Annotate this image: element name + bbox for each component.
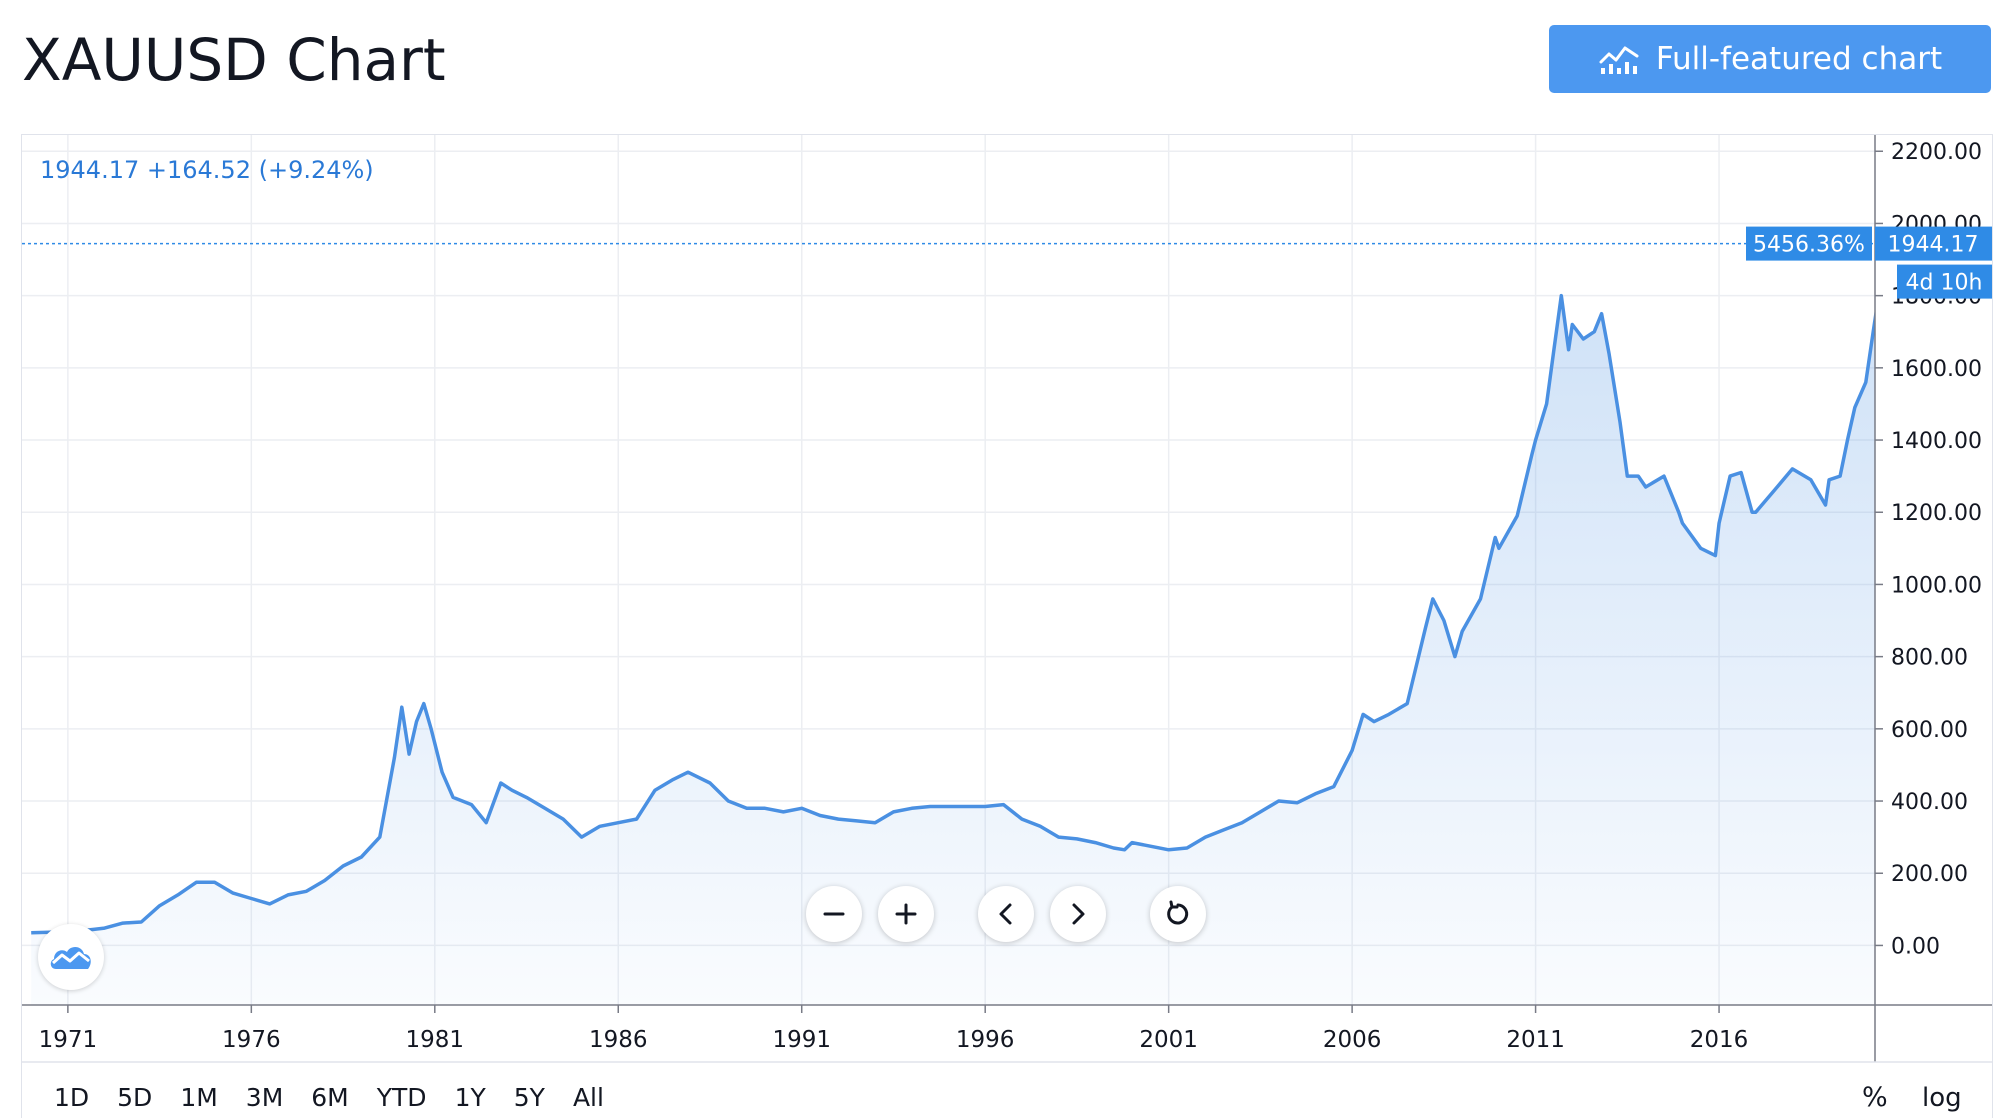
scroll-right-button[interactable] — [1050, 886, 1106, 942]
x-tick-label: 2001 — [1139, 1027, 1198, 1053]
range-5y-button[interactable]: 5Y — [513, 1083, 545, 1112]
scroll-left-button[interactable] — [978, 886, 1034, 942]
y-tick-label: 1600.00 — [1891, 357, 1982, 382]
minus-icon — [823, 912, 845, 916]
last-price-label: 1944.17 — [1875, 226, 1992, 261]
range-1m-button[interactable]: 1M — [180, 1083, 218, 1112]
percent-scale-button[interactable]: % — [1862, 1082, 1888, 1113]
plus-icon — [895, 903, 917, 925]
range-ytd-button[interactable]: YTD — [376, 1083, 427, 1112]
x-tick-label: 1996 — [956, 1027, 1015, 1053]
x-tick-label: 1981 — [406, 1027, 465, 1053]
last-price-label-text: 1944.17 — [1888, 233, 1979, 258]
chart-legend: 1944.17 +164.52 (+9.24%) — [40, 156, 374, 184]
price-area — [31, 295, 1875, 1005]
chart-frame — [21, 134, 1993, 1118]
time-range-selector: 1D 5D 1M 3M 6M YTD 1Y 5Y All — [40, 1080, 618, 1116]
price-axis-ticks: 0.00 200.00 400.00 600.00 800.00 1000.00 1200.… — [1875, 140, 1982, 959]
y-tick-label: 400.00 — [1891, 790, 1968, 815]
chart-line-icon — [1599, 46, 1639, 74]
range-3m-button[interactable]: 3M — [245, 1083, 284, 1112]
zoom-out-button[interactable] — [806, 886, 862, 942]
range-all-button[interactable]: All — [572, 1083, 604, 1112]
y-tick-label: 1000.00 — [1891, 573, 1982, 598]
x-tick-label: 1971 — [39, 1027, 98, 1053]
chevron-right-icon — [1072, 903, 1085, 925]
y-tick-label: 2200.00 — [1891, 140, 1982, 165]
x-tick-label: 1986 — [589, 1027, 648, 1053]
time-axis-ticks: 1971 1976 1981 1986 1991 1996 2001 2006 2011 2016 — [39, 1005, 1749, 1053]
y-tick-label: 600.00 — [1891, 718, 1968, 743]
cloud-chart-icon — [50, 946, 91, 969]
x-tick-label: 1976 — [222, 1027, 281, 1053]
x-tick-label: 2006 — [1323, 1027, 1382, 1053]
log-scale-button[interactable]: log — [1922, 1083, 1962, 1113]
chevron-left-icon — [999, 903, 1012, 925]
range-5d-button[interactable]: 5D — [117, 1083, 153, 1112]
percent-label: 5456.36% — [1746, 226, 1872, 261]
x-tick-label: 2016 — [1690, 1027, 1749, 1053]
y-tick-label: 0.00 — [1891, 934, 1940, 959]
tradingview-logo-button[interactable] — [38, 924, 104, 990]
percent-label-text: 5456.36% — [1753, 233, 1865, 258]
page-title: XAUUSD Chart — [22, 26, 446, 94]
full-featured-chart-button[interactable]: Full-featured chart — [1549, 25, 1991, 93]
range-1y-button[interactable]: 1Y — [454, 1083, 486, 1112]
price-line — [31, 293, 1875, 935]
y-tick-label: 1400.00 — [1891, 429, 1982, 454]
zoom-in-button[interactable] — [878, 886, 934, 942]
reset-icon — [1167, 900, 1189, 925]
countdown-label-text: 4d 10h — [1906, 271, 1983, 296]
range-1d-button[interactable]: 1D — [54, 1083, 90, 1112]
y-tick-label: 1200.00 — [1891, 501, 1982, 526]
range-6m-button[interactable]: 6M — [311, 1083, 349, 1112]
y-tick-label: 800.00 — [1891, 646, 1968, 671]
y-tick-label: 200.00 — [1891, 862, 1968, 887]
x-tick-label: 2011 — [1506, 1027, 1565, 1053]
countdown-label: 4d 10h — [1897, 264, 1992, 299]
full-featured-chart-label: Full-featured chart — [1655, 41, 1943, 77]
x-tick-label: 1991 — [772, 1027, 831, 1053]
reset-chart-button[interactable] — [1150, 886, 1206, 942]
